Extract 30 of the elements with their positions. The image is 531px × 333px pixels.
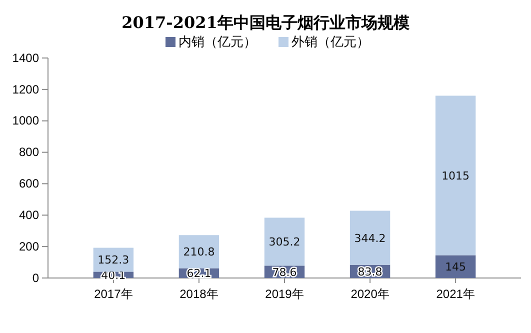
- bar: [178, 235, 220, 268]
- x-tick-label: 2017年: [94, 287, 133, 301]
- x-tick-label: 2019年: [265, 287, 304, 301]
- y-tick-label: 200: [18, 239, 40, 254]
- data-label: 152.3: [98, 254, 130, 267]
- bar: [350, 210, 390, 265]
- bar: [264, 218, 305, 266]
- bar: [435, 96, 476, 256]
- y-tick-label: 1400: [12, 50, 40, 65]
- x-tick-label: 2021年: [436, 287, 475, 301]
- data-label: 78.6: [272, 266, 297, 279]
- y-tick-label: 600: [18, 176, 40, 191]
- data-label: 1015: [442, 169, 470, 182]
- chart-title: 2017-2021年中国电子烟行业市场规模: [122, 13, 410, 32]
- data-label: 305.2: [268, 236, 300, 249]
- legend-label: 外销（亿元）: [292, 35, 370, 50]
- data-label: 145: [445, 260, 466, 274]
- y-tick-label: 1000: [12, 114, 40, 128]
- y-tick-label: 400: [18, 208, 40, 222]
- data-label: 62.1: [186, 267, 212, 280]
- y-tick-label: 1200: [12, 82, 40, 96]
- bar: [435, 255, 476, 278]
- legend-label: 内销（亿元）: [178, 35, 256, 50]
- data-label: 83.8: [358, 265, 382, 278]
- x-tick-label: 2020年: [350, 287, 390, 301]
- y-tick-label: 800: [18, 145, 40, 160]
- x-tick-label: 2018年: [180, 287, 218, 301]
- y-tick-label: 0: [32, 270, 40, 285]
- data-label: 344.2: [354, 232, 386, 245]
- data-label: 210.8: [183, 246, 215, 259]
